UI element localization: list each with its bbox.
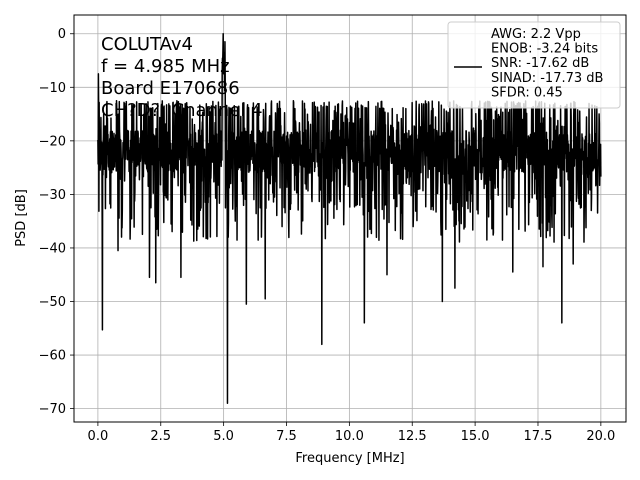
- legend-box: [447, 21, 621, 109]
- legend-entry: ENOB: -3.24 bits: [491, 42, 598, 57]
- psd-series-line: [97, 32, 602, 405]
- y-tick-label: −20: [39, 134, 66, 149]
- x-tick-label: 0.0: [88, 429, 109, 444]
- legend-entry: AWG: 2.2 Vpp: [491, 27, 581, 42]
- y-tick-label: −10: [39, 81, 66, 96]
- plot-area: [97, 32, 602, 405]
- x-tick-label: 20.0: [586, 429, 615, 444]
- info-line: f = 4.985 MHz: [101, 56, 230, 77]
- x-tick-label: 12.5: [398, 429, 427, 444]
- legend-entry: SNR: -17.62 dB: [491, 56, 589, 71]
- y-tick-label: −70: [39, 402, 66, 417]
- y-axis: 0 −10 −20 −30 −40 −50 −60 −70: [39, 27, 74, 417]
- x-tick-label: 2.5: [150, 429, 171, 444]
- x-tick-label: 15.0: [461, 429, 490, 444]
- info-line: CH?D?, Channel 4: [101, 100, 263, 121]
- legend-entry: SFDR: 0.45: [491, 85, 563, 100]
- x-axis-label: Frequency [MHz]: [295, 451, 404, 466]
- y-tick-label: −50: [39, 295, 66, 310]
- legend-entry: SINAD: -17.73 dB: [491, 71, 603, 86]
- x-tick-label: 5.0: [213, 429, 234, 444]
- plot-frame: [73, 14, 627, 423]
- y-tick-label: −30: [39, 188, 66, 203]
- y-tick-label: −60: [39, 349, 66, 364]
- x-axis: 0.0 2.5 5.0 7.5 10.0 12.5 15.0 17.5 20.0: [88, 422, 615, 444]
- info-line: Board E170686: [101, 78, 240, 99]
- x-tick-label: 17.5: [524, 429, 553, 444]
- y-axis-label: PSD [dB]: [14, 189, 29, 247]
- y-tick-label: −40: [39, 241, 66, 256]
- info-line: COLUTAv4: [101, 34, 193, 55]
- x-tick-label: 10.0: [335, 429, 364, 444]
- x-tick-label: 7.5: [276, 429, 297, 444]
- y-tick-label: 0: [58, 27, 66, 42]
